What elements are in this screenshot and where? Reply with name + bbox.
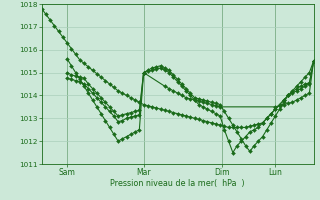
- X-axis label: Pression niveau de la mer(  hPa  ): Pression niveau de la mer( hPa ): [110, 179, 245, 188]
